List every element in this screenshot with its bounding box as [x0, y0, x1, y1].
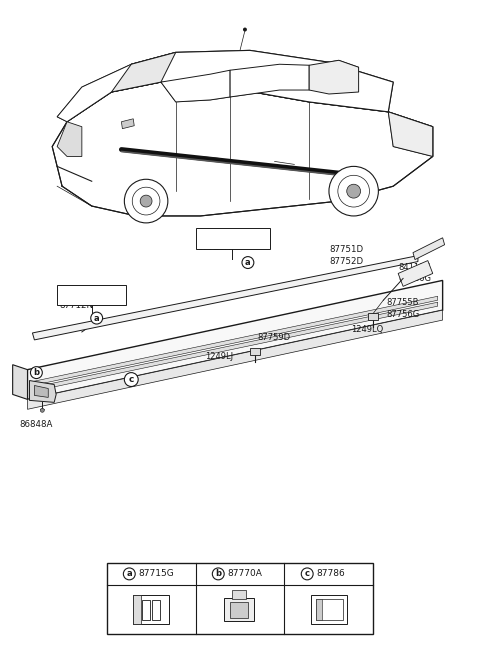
Polygon shape [230, 64, 309, 97]
Polygon shape [27, 310, 443, 409]
Polygon shape [388, 112, 433, 157]
Polygon shape [369, 313, 378, 320]
Polygon shape [52, 82, 433, 216]
FancyBboxPatch shape [316, 599, 343, 620]
Text: 1249LQ: 1249LQ [351, 325, 383, 334]
Polygon shape [309, 60, 359, 94]
FancyBboxPatch shape [232, 590, 246, 599]
Text: 1249LJ: 1249LJ [205, 352, 233, 361]
Polygon shape [121, 119, 134, 128]
Circle shape [347, 184, 360, 198]
Text: a: a [245, 258, 251, 267]
FancyBboxPatch shape [133, 595, 169, 624]
FancyBboxPatch shape [152, 600, 160, 620]
Circle shape [140, 195, 152, 207]
Polygon shape [195, 228, 270, 249]
Text: b: b [215, 569, 221, 578]
Polygon shape [57, 64, 161, 122]
Circle shape [123, 568, 135, 580]
Circle shape [124, 179, 168, 223]
Circle shape [242, 257, 254, 269]
Text: 87755B
87756G: 87755B 87756G [386, 298, 420, 319]
Circle shape [329, 166, 378, 216]
Text: c: c [129, 375, 134, 384]
Text: 86848A: 86848A [20, 421, 53, 429]
FancyBboxPatch shape [224, 598, 254, 622]
Polygon shape [57, 286, 126, 305]
Text: a: a [127, 569, 132, 578]
Polygon shape [33, 296, 438, 386]
Polygon shape [111, 52, 176, 92]
Polygon shape [33, 255, 418, 340]
Text: 87711N
87712N: 87711N 87712N [59, 290, 93, 310]
FancyBboxPatch shape [316, 599, 322, 620]
Circle shape [243, 28, 247, 31]
Circle shape [301, 568, 313, 580]
Polygon shape [413, 238, 444, 259]
Polygon shape [131, 50, 393, 112]
Polygon shape [35, 386, 48, 398]
Text: 87786: 87786 [316, 569, 345, 578]
Circle shape [40, 408, 44, 412]
Circle shape [124, 373, 138, 386]
Circle shape [212, 568, 224, 580]
Text: 87715G: 87715G [138, 569, 174, 578]
Polygon shape [27, 280, 443, 400]
Polygon shape [250, 348, 260, 355]
Circle shape [91, 312, 103, 324]
Polygon shape [161, 70, 230, 102]
Text: 87759D: 87759D [258, 333, 291, 342]
Polygon shape [57, 122, 82, 157]
Polygon shape [12, 365, 27, 400]
Text: a: a [94, 314, 99, 322]
Polygon shape [398, 261, 433, 286]
FancyBboxPatch shape [230, 602, 248, 618]
Text: 87751D
87752D: 87751D 87752D [329, 245, 363, 265]
Polygon shape [29, 381, 56, 402]
Text: c: c [305, 569, 310, 578]
Circle shape [30, 367, 42, 379]
Text: b: b [34, 368, 39, 377]
Text: 87770A: 87770A [227, 569, 262, 578]
Text: 84119C
84126G: 84119C 84126G [398, 263, 431, 284]
Text: 87721N
87721A: 87721N 87721A [197, 231, 231, 252]
FancyBboxPatch shape [311, 595, 347, 624]
Polygon shape [33, 302, 438, 392]
FancyBboxPatch shape [142, 600, 150, 620]
FancyBboxPatch shape [133, 595, 141, 624]
